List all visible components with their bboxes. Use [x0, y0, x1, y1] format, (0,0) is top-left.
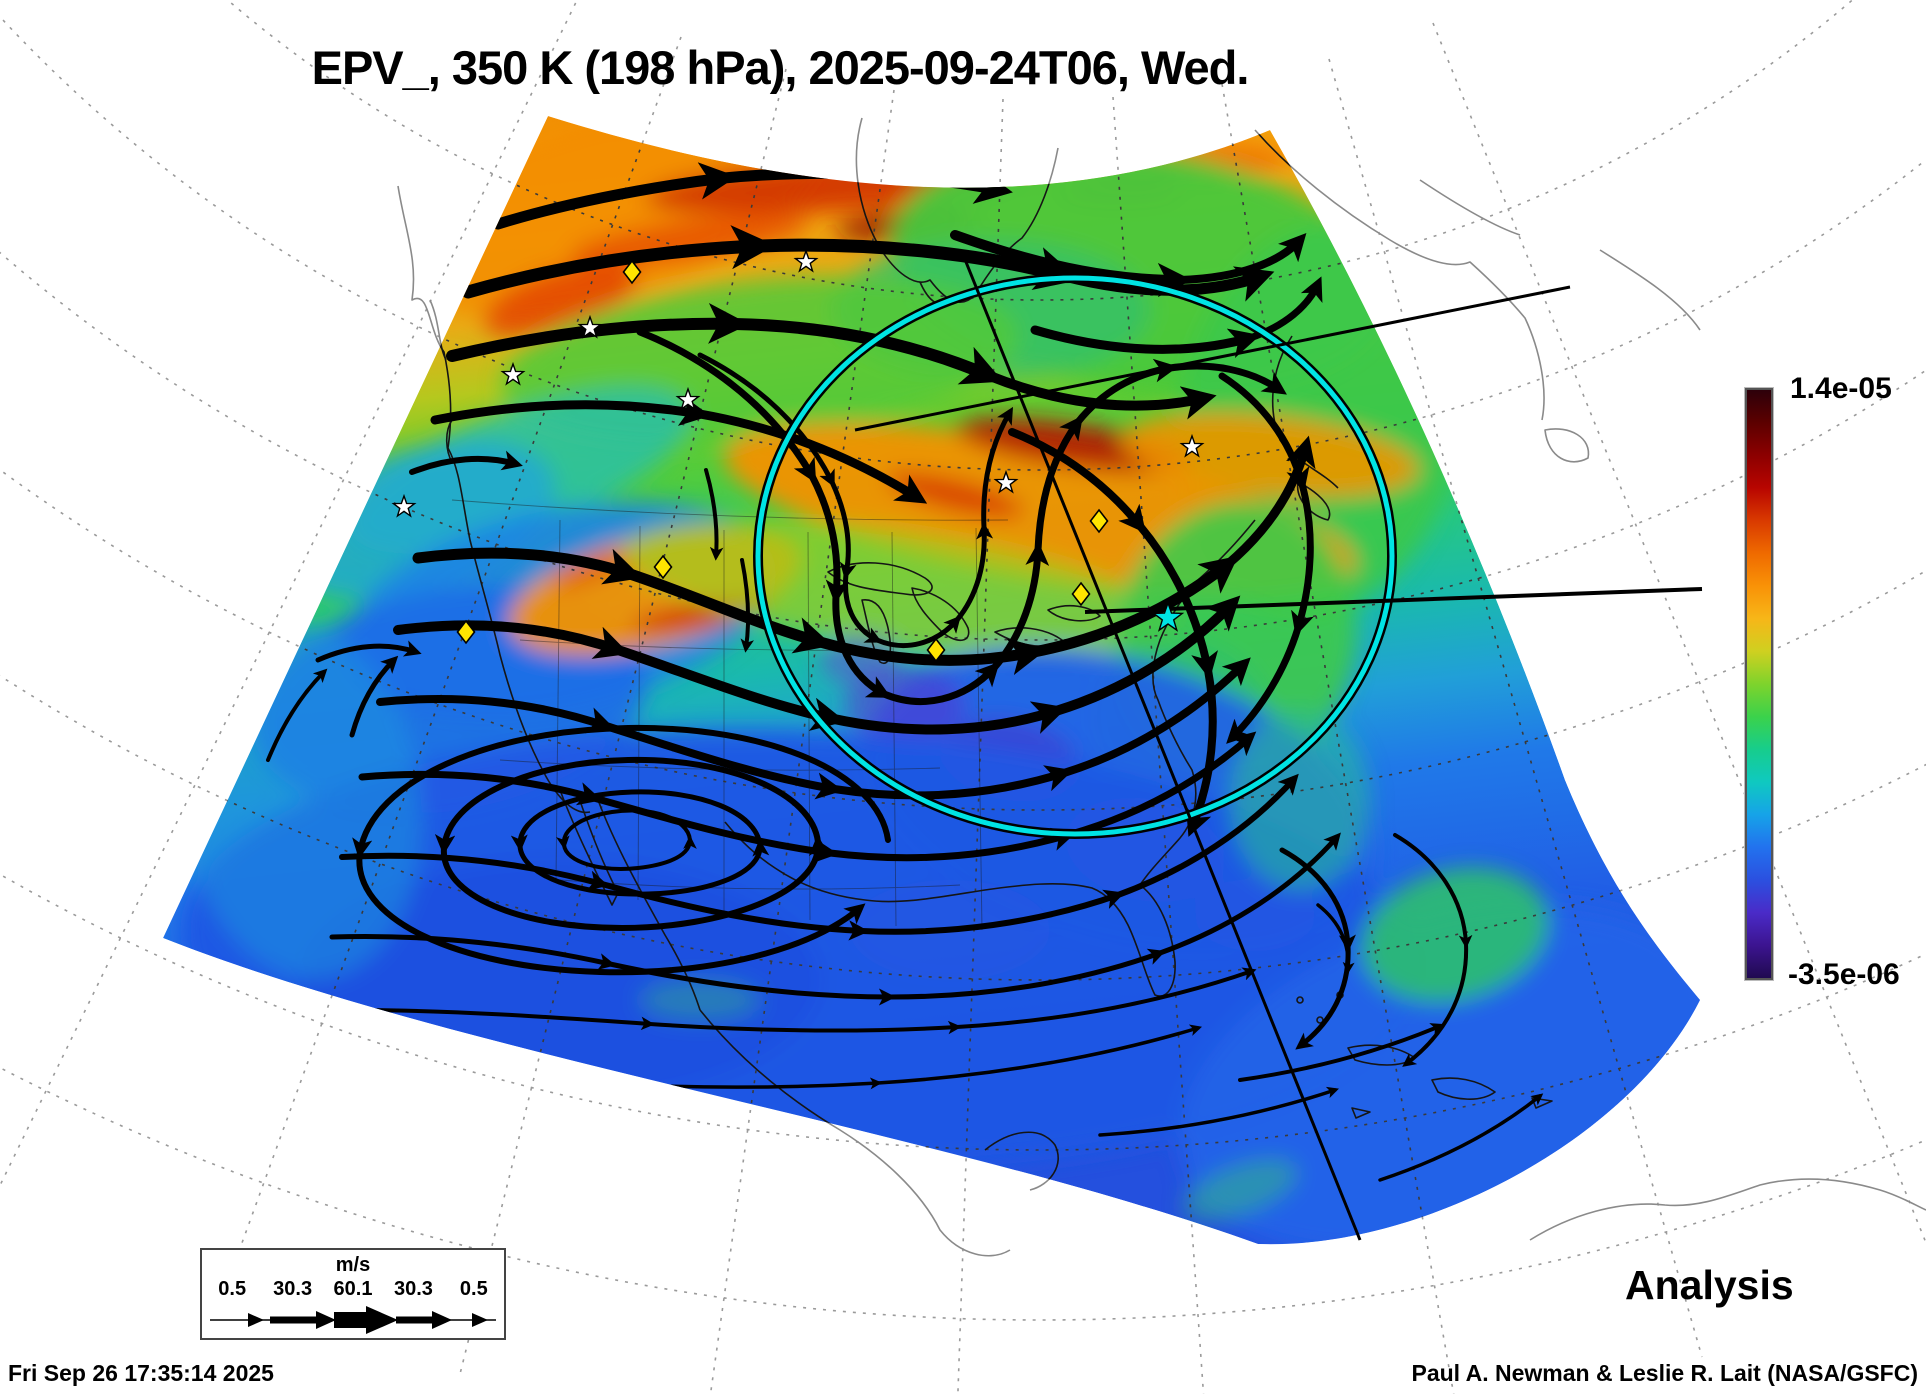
wind-legend-value: 0.5: [459, 1278, 488, 1300]
star-marker: [675, 386, 701, 411]
azimuth-lines: [854, 261, 1703, 1241]
wind-arrow-glyph: [210, 1306, 496, 1334]
star-marker: [577, 314, 603, 339]
wind-legend-value: 30.3: [393, 1278, 433, 1300]
overlay-range-circle: [753, 273, 1397, 839]
diamond-marker: [622, 259, 642, 285]
colorbar: [1745, 388, 1773, 980]
credit-line: Paul A. Newman & Leslie R. Lait (NASA/GS…: [1411, 1360, 1918, 1386]
colorbar-max-label: 1.4e-05: [1790, 372, 1892, 405]
analysis-label: Analysis: [1625, 1262, 1794, 1308]
diamond-marker: [456, 619, 476, 645]
star-marker: [1179, 433, 1205, 458]
star-marker: [391, 493, 417, 518]
wind-legend-value: 30.3: [273, 1278, 313, 1300]
cyan-star-marker: [1151, 600, 1185, 632]
wind-streamlines: [266, 162, 1544, 1182]
diamond-marker: [926, 637, 946, 663]
page-title: EPV_, 350 K (198 hPa), 2025-09-24T06, We…: [311, 41, 1250, 94]
star-marker: [793, 248, 819, 273]
diamond-marker: [1071, 581, 1091, 607]
generation-timestamp: Fri Sep 26 17:35:14 2025: [8, 1360, 274, 1386]
star-marker: [500, 361, 526, 386]
range-circle: [755, 275, 1395, 837]
wind-speed-legend: m/s 0.5 30.3 60.1 30.3 0.5: [200, 1248, 506, 1340]
colorbar-min-label: -3.5e-06: [1788, 958, 1900, 991]
wind-legend-value: 0.5: [218, 1278, 247, 1300]
wind-legend-values: 0.5 30.3 60.1 30.3 0.5: [202, 1278, 504, 1301]
wind-legend-unit: m/s: [335, 1254, 371, 1276]
star-marker: [993, 469, 1019, 494]
station-markers: [391, 248, 1205, 663]
wind-legend-value: 60.1: [333, 1278, 373, 1300]
diamond-marker: [1089, 508, 1109, 534]
diamond-marker: [653, 554, 673, 580]
